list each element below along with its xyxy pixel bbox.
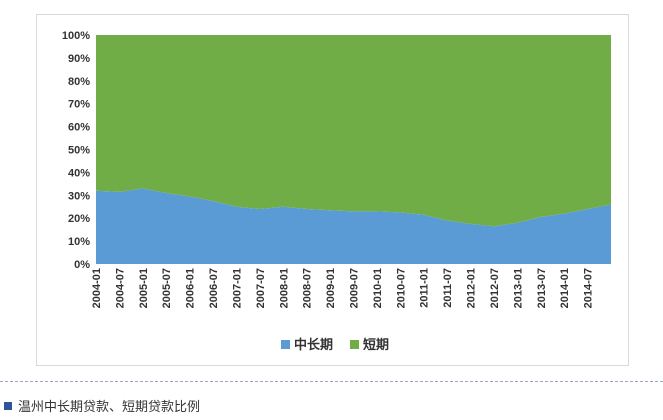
x-tick-label: 2004-07 (114, 268, 126, 308)
y-tick-label: 40% (68, 167, 90, 179)
x-tick-label: 2012-07 (489, 268, 501, 308)
x-tick-label: 2010-07 (395, 268, 407, 308)
y-tick-label: 50% (68, 145, 90, 157)
legend-swatch-1 (350, 340, 359, 349)
series-area-0 (96, 188, 611, 264)
x-tick-label: 2004-01 (91, 268, 103, 308)
y-tick-label: 90% (68, 53, 90, 65)
x-tick-label: 2006-07 (208, 268, 220, 308)
y-tick-label: 80% (68, 76, 90, 88)
x-tick-label: 2013-01 (512, 268, 524, 308)
y-tick-label: 20% (68, 213, 90, 225)
x-tick-label: 2014-01 (559, 268, 571, 308)
chart-frame: 0% 10% 20% 30% 40% 50% 60% 70% 80% 90% 100% 2004-0… (36, 14, 629, 366)
y-tick-label: 10% (68, 236, 90, 248)
legend-swatch-0 (281, 340, 290, 349)
x-tick-label: 2010-01 (372, 268, 384, 308)
x-tick-label: 2014-07 (583, 268, 595, 308)
legend-label-1: 短期 (363, 337, 389, 353)
y-tick-label: 100% (62, 30, 90, 42)
x-tick-label: 2008-07 (302, 268, 314, 308)
x-tick-label: 2007-01 (231, 268, 243, 308)
x-tick-label: 2005-01 (138, 268, 150, 308)
area-chart: 0% 10% 20% 30% 40% 50% 60% 70% 80% 90% 100% 2004-0… (62, 30, 611, 353)
x-tick-label: 2011-07 (442, 268, 454, 308)
y-tick-label: 30% (68, 190, 90, 202)
y-tick-label: 0% (74, 259, 90, 271)
x-tick-label: 2006-01 (185, 268, 197, 308)
legend-label-0: 中长期 (294, 337, 333, 353)
series-area-1 (96, 35, 611, 227)
x-tick-label: 2009-07 (349, 268, 361, 308)
y-tick-label: 60% (68, 122, 90, 134)
x-tick-label: 2007-07 (255, 268, 267, 308)
figure-caption: 温州中长期贷款、短期贷款比例 (4, 396, 200, 415)
caption-bullet-icon (4, 401, 12, 410)
x-tick-label: 2013-07 (536, 268, 548, 308)
x-tick-label: 2011-01 (419, 268, 431, 308)
caption-text: 温州中长期贷款、短期贷款比例 (18, 400, 201, 415)
x-tick-label: 2005-07 (161, 268, 173, 308)
x-tick-label: 2012-01 (466, 268, 478, 308)
x-tick-label: 2008-01 (278, 268, 290, 308)
y-tick-label: 70% (68, 99, 90, 111)
x-tick-label: 2009-01 (325, 268, 337, 308)
caption-divider (0, 381, 663, 382)
